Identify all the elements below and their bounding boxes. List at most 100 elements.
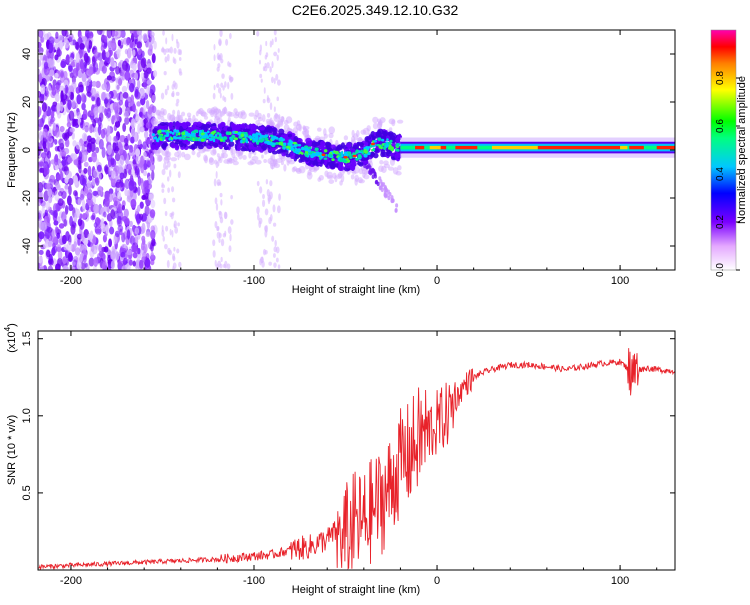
haze-blob [255, 159, 262, 165]
noise-blob [91, 151, 98, 163]
noise-blob [87, 75, 92, 82]
noise-blob [135, 148, 141, 157]
haze-blob [226, 111, 233, 117]
noise-blob [139, 126, 145, 133]
haze-blob [363, 174, 370, 180]
haze-blob [184, 153, 191, 161]
core-blob [151, 133, 155, 137]
noise-blob [147, 106, 153, 115]
noise-blob [134, 236, 139, 247]
noise-blob [79, 121, 84, 129]
noise-blob [115, 251, 120, 261]
noise-blob [151, 53, 156, 64]
noise-blob [150, 199, 156, 209]
noise-blob [64, 84, 69, 94]
core-blob [381, 138, 385, 142]
noise-blob [68, 252, 73, 262]
noise-blob [141, 194, 147, 201]
noise-blob [124, 137, 128, 144]
noise-blob [60, 90, 64, 102]
core-blob [355, 157, 359, 161]
noise-blob [62, 256, 68, 265]
tone-hot-segment [629, 145, 644, 150]
core-blob [328, 153, 333, 158]
noise-blob [51, 104, 56, 111]
core-blob [185, 137, 190, 140]
x-tick-label: 100 [611, 275, 629, 287]
noise-blob [38, 181, 44, 193]
noise-blob [40, 93, 45, 99]
noise-blob [117, 224, 124, 232]
stripe-blob [214, 197, 218, 205]
noise-blob [40, 152, 47, 159]
noise-blob [86, 192, 93, 201]
band-blob [375, 131, 382, 138]
haze-blob [271, 153, 276, 162]
noise-blob [124, 217, 130, 227]
haze-blob [210, 149, 217, 156]
tail-blob [375, 179, 379, 185]
noise-blob [145, 231, 151, 238]
noise-blob [140, 72, 145, 80]
haze-blob [379, 117, 386, 124]
core-blob [275, 141, 279, 145]
haze-blob [221, 148, 227, 154]
core-blob [272, 142, 276, 146]
noise-blob [81, 93, 87, 104]
haze-blob [383, 160, 389, 166]
haze-blob [301, 130, 307, 135]
noise-blob [150, 242, 154, 252]
noise-blob [124, 188, 129, 197]
haze-blob [377, 121, 383, 129]
band-blob [318, 145, 325, 150]
stripe-blob [256, 30, 260, 37]
stripe-blob [264, 54, 268, 60]
noise-blob [38, 212, 41, 219]
haze-blob [233, 108, 238, 114]
stripe-blob [215, 170, 218, 179]
band-blob [259, 126, 266, 131]
noise-blob [108, 165, 112, 176]
core-blob [304, 150, 309, 154]
noise-blob [72, 259, 78, 268]
noise-blob [92, 118, 97, 128]
stripe-blob [175, 91, 180, 96]
noise-blob [60, 60, 66, 69]
noise-blob [38, 69, 41, 75]
noise-blob [116, 48, 121, 59]
noise-blob [76, 261, 82, 270]
core-blob [270, 142, 274, 146]
colorbar-tick-label: 0.0 [715, 263, 726, 277]
noise-blob [81, 36, 88, 42]
stripe-blob [161, 225, 164, 232]
haze-blob [388, 127, 393, 132]
stripe-blob [225, 38, 229, 46]
band-blob [208, 142, 215, 147]
band-blob [220, 121, 226, 127]
stripe-blob [166, 260, 170, 268]
noise-blob [127, 163, 132, 171]
noise-blob [137, 186, 141, 196]
haze-blob [351, 135, 356, 143]
spectrogram-heatmap [38, 30, 675, 270]
noise-blob [76, 94, 82, 105]
noise-blob [53, 220, 59, 226]
noise-blob [126, 47, 132, 59]
snr-ticks: -200 -100 0 100 0.5 1.0 1.5 [21, 331, 675, 587]
core-blob [240, 139, 243, 144]
noise-blob [142, 141, 147, 150]
core-blob [303, 147, 309, 152]
noise-blob [80, 262, 86, 270]
haze-blob [392, 167, 399, 175]
core-blob [290, 147, 295, 151]
stripe-blob [161, 169, 166, 176]
noise-blob [140, 163, 145, 174]
noise-blob [96, 164, 102, 173]
noise-blob [84, 125, 89, 133]
noise-blob [63, 244, 69, 251]
noise-blob [91, 95, 96, 102]
noise-blob [63, 70, 68, 80]
noise-blob [56, 244, 62, 252]
stripe-blob [176, 248, 180, 254]
noise-blob [100, 44, 105, 52]
